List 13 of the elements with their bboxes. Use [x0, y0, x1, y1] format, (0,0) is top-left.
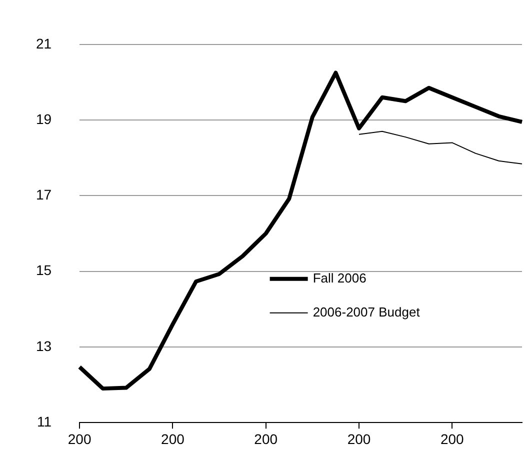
x-tick-label: 200	[347, 430, 371, 447]
legend-label: 2006-2007 Budget	[312, 304, 420, 320]
x-tick-label: 200	[440, 430, 464, 447]
y-tick-label: 15	[36, 262, 52, 278]
x-tick-label: 200	[254, 430, 278, 447]
y-tick-label: 17	[36, 186, 52, 203]
x-tick-label: 200	[161, 430, 185, 447]
legend-label: Fall 2006	[312, 270, 366, 286]
y-tick-label: 21	[36, 35, 52, 52]
y-tick-label: 11	[37, 413, 52, 430]
y-tick-label: 13	[36, 338, 52, 354]
y-tick-label: 19	[36, 110, 52, 127]
x-tick-label: 200	[68, 430, 92, 447]
